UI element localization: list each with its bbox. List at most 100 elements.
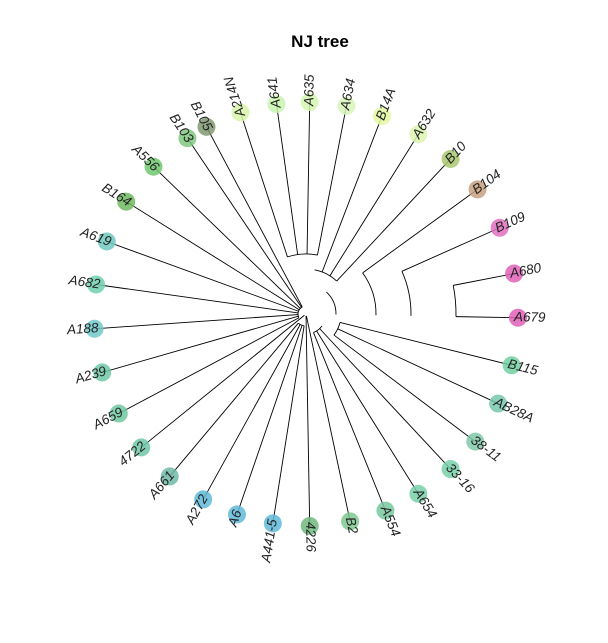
tip-branch <box>321 115 383 273</box>
tip-marker <box>441 460 460 479</box>
tip-branch <box>306 102 311 255</box>
internal-branch-arc <box>362 272 377 316</box>
tip-marker <box>197 117 216 136</box>
tip-branch <box>362 189 478 274</box>
tip-marker <box>178 129 197 148</box>
tip-marker <box>93 363 112 382</box>
tip-branch <box>333 334 476 442</box>
tip-label: 4226 <box>303 522 319 553</box>
tip-label: A641 <box>264 76 283 110</box>
tip-branch <box>240 112 288 258</box>
tip-label: A272 <box>182 491 211 527</box>
tip-branch <box>125 201 300 311</box>
tip-label: A214N <box>221 75 248 120</box>
tip-branch <box>94 314 299 330</box>
tip-label: B109 <box>493 209 528 236</box>
tip-marker <box>97 232 116 251</box>
tip-branch <box>453 273 515 286</box>
tip-label: A680 <box>508 260 543 281</box>
tip-branch <box>316 330 419 495</box>
tip-marker <box>109 404 128 423</box>
tip-marker <box>376 501 395 520</box>
tip-branch <box>401 227 500 272</box>
tip-label: A239 <box>72 363 108 387</box>
tip-branch <box>102 315 299 373</box>
tip-label: A659 <box>90 404 126 433</box>
tip-marker <box>160 467 179 486</box>
tip-branch <box>169 322 299 477</box>
tip-marker <box>300 516 319 535</box>
tip-label: B14A <box>373 86 399 122</box>
tree-branches <box>94 102 518 526</box>
tip-marker <box>409 125 428 144</box>
tip-marker <box>132 438 151 457</box>
tip-marker <box>144 157 163 176</box>
tip-marker <box>508 308 527 327</box>
internal-branch-arc <box>314 269 337 282</box>
tip-branch <box>187 137 302 308</box>
tip-branch <box>276 104 299 255</box>
tip-marker <box>502 356 521 375</box>
tip-label: A188 <box>65 320 99 337</box>
tip-label: AB28A <box>491 394 536 426</box>
tip-marker <box>466 432 485 451</box>
tip-marker <box>87 275 106 294</box>
internal-branch-arc <box>287 253 318 258</box>
tip-branch <box>202 324 301 500</box>
tip-label: A635 <box>301 74 317 107</box>
plot-title: NJ tree <box>291 32 349 51</box>
tip-branch <box>236 325 303 515</box>
tip-marker <box>85 319 104 338</box>
tip-label: B115 <box>506 356 540 378</box>
tip-marker <box>441 149 460 168</box>
tip-label: A634 <box>337 77 358 112</box>
tip-branch <box>319 328 451 470</box>
tip-branch <box>272 325 305 524</box>
tip-marker <box>372 107 391 126</box>
tip-branch <box>455 316 518 319</box>
tip-marker <box>194 490 213 509</box>
tip-branch <box>96 284 299 314</box>
tip-marker <box>409 484 428 503</box>
tip-label: A619 <box>78 224 114 249</box>
tip-markers <box>85 93 527 535</box>
tip-label: A441-5 <box>258 518 280 565</box>
tip-label: B164 <box>99 180 134 209</box>
tip-branch <box>337 328 499 405</box>
internal-branch-arc <box>401 271 412 316</box>
tip-branch <box>339 322 512 366</box>
tip-label: B104 <box>469 166 503 197</box>
tip-marker <box>117 192 136 211</box>
tip-marker <box>300 93 319 112</box>
tip-branch <box>153 166 301 309</box>
tip-marker <box>267 95 286 114</box>
tip-branch <box>317 105 347 256</box>
tip-label: B2 <box>343 516 361 536</box>
tip-label: 33-16 <box>443 460 478 496</box>
tip-branch <box>305 315 351 522</box>
tip-label: A6 <box>225 507 245 529</box>
tip-label: A682 <box>67 272 102 291</box>
tip-branch <box>329 133 419 277</box>
tip-marker <box>490 218 509 237</box>
tip-marker <box>489 394 508 413</box>
tip-branch <box>305 315 311 526</box>
tip-branch <box>206 126 303 308</box>
tip-label: A632 <box>409 106 439 142</box>
internal-branch-arc <box>333 322 341 336</box>
tip-branch <box>106 241 299 312</box>
tip-marker <box>263 514 282 533</box>
tip-marker <box>227 505 246 524</box>
tip-marker <box>337 96 356 115</box>
tip-label: A654 <box>410 485 440 521</box>
tip-branch <box>140 314 305 448</box>
tip-marker <box>505 264 524 283</box>
internal-branch-arc <box>452 285 457 317</box>
tip-marker <box>468 180 487 199</box>
internal-branch-arc <box>297 306 303 318</box>
tip-marker <box>231 103 250 122</box>
tip-branch <box>313 332 386 511</box>
tip-branch <box>118 317 300 414</box>
tip-branch <box>336 158 451 282</box>
